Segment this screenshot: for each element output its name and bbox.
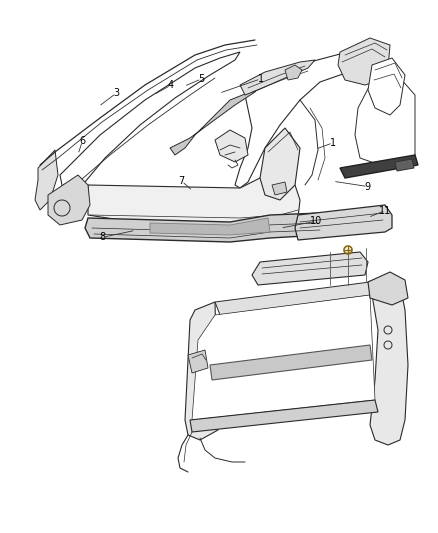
- Polygon shape: [368, 58, 405, 115]
- Polygon shape: [170, 82, 270, 155]
- Polygon shape: [185, 302, 218, 440]
- Polygon shape: [48, 175, 90, 225]
- Polygon shape: [215, 282, 372, 315]
- Polygon shape: [355, 78, 415, 165]
- Polygon shape: [272, 182, 287, 195]
- Text: 11: 11: [379, 206, 392, 215]
- Polygon shape: [150, 218, 270, 235]
- Polygon shape: [215, 130, 248, 162]
- Text: 3: 3: [113, 88, 119, 98]
- Text: 1: 1: [330, 138, 336, 148]
- Polygon shape: [210, 345, 372, 380]
- Polygon shape: [295, 205, 392, 240]
- Text: 5: 5: [198, 74, 205, 84]
- Polygon shape: [85, 213, 325, 242]
- Text: 6: 6: [79, 136, 85, 146]
- Text: 10: 10: [310, 216, 322, 226]
- Polygon shape: [188, 350, 208, 373]
- Polygon shape: [192, 295, 375, 420]
- Polygon shape: [395, 159, 414, 171]
- Polygon shape: [285, 65, 302, 80]
- Polygon shape: [60, 52, 240, 200]
- Polygon shape: [338, 38, 390, 85]
- Text: 1: 1: [258, 74, 264, 84]
- Polygon shape: [252, 252, 368, 285]
- Polygon shape: [240, 60, 315, 95]
- Polygon shape: [235, 50, 375, 188]
- Polygon shape: [35, 150, 58, 210]
- Polygon shape: [88, 178, 300, 228]
- Polygon shape: [260, 128, 300, 200]
- Text: 7: 7: [179, 176, 185, 186]
- Polygon shape: [190, 400, 378, 432]
- Text: 9: 9: [365, 182, 371, 191]
- Polygon shape: [368, 272, 408, 305]
- Text: 8: 8: [100, 232, 106, 242]
- Text: 4: 4: [168, 80, 174, 90]
- Polygon shape: [368, 275, 408, 445]
- Polygon shape: [340, 155, 418, 178]
